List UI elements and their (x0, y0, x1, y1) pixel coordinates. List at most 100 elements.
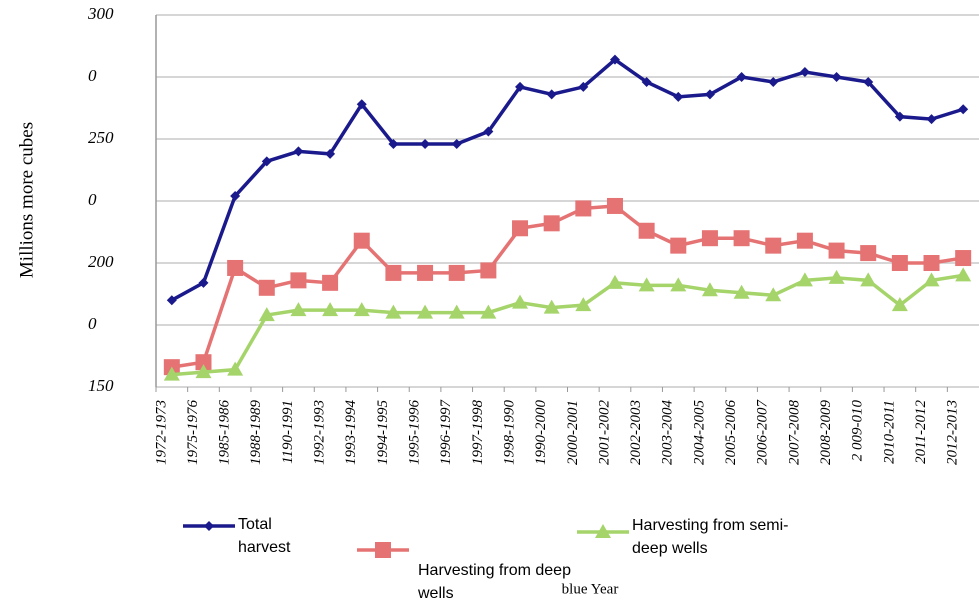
data-point (891, 297, 908, 312)
data-point (923, 272, 940, 287)
x-tick-label: 1998-1990 (501, 400, 517, 465)
x-tick-label: 1996-1997 (438, 399, 454, 465)
data-point (448, 304, 465, 319)
data-point (195, 354, 212, 371)
data-point (515, 81, 526, 92)
x-axis-title: blue Year (562, 581, 619, 597)
legend-marker (595, 524, 611, 538)
data-point (483, 126, 494, 137)
x-tick-label: 2008-2009 (818, 400, 834, 465)
data-point (704, 89, 715, 100)
data-point (417, 264, 434, 281)
data-point (831, 72, 842, 82)
data-point (641, 76, 652, 87)
series-line (171, 273, 964, 377)
data-point (701, 230, 718, 247)
data-point (955, 250, 972, 267)
data-point (227, 361, 244, 376)
data-point (420, 138, 431, 149)
data-point (451, 138, 462, 149)
x-tick-label: 1997-1998 (470, 400, 486, 465)
legend-label: Harvesting from semi-deep wells (632, 517, 789, 557)
x-tick-label: 1990-2000 (533, 400, 549, 465)
data-point (768, 76, 779, 87)
data-point (701, 282, 718, 297)
y-axis-title: Millions more cubes (16, 122, 37, 278)
x-tick-label: 1985-1986 (217, 400, 233, 465)
x-tick-label: 2012-2013 (945, 400, 961, 465)
data-point (512, 220, 529, 237)
data-point (606, 197, 623, 214)
data-point (195, 364, 212, 379)
x-tick-label: 2004-2005 (691, 400, 707, 465)
y-tick-label: 0 (88, 190, 97, 209)
data-point (480, 304, 497, 319)
data-point (290, 302, 307, 317)
data-point (926, 114, 937, 125)
x-tick-label: 1995-1996 (406, 400, 422, 465)
data-point (163, 366, 180, 381)
data-point (353, 232, 370, 249)
legend-label: Harvesting from deep wells (418, 562, 571, 602)
x-tick-label: 1992-1993 (312, 400, 328, 465)
x-tick-label: 2007-2008 (786, 400, 802, 465)
data-point (860, 245, 877, 262)
x-tick-label: 1994-1995 (375, 400, 391, 465)
x-tick-label: 2000-2001 (565, 400, 581, 465)
data-point (448, 264, 465, 281)
data-point (293, 146, 304, 157)
data-point (227, 259, 244, 276)
data-point (230, 191, 241, 202)
data-point (385, 264, 402, 281)
data-point (736, 72, 747, 82)
data-point (828, 242, 845, 259)
data-point (543, 215, 560, 232)
data-point (796, 232, 813, 249)
data-point (923, 255, 940, 271)
data-point (575, 200, 592, 217)
data-point (261, 156, 272, 167)
x-tick-label: 1975-1976 (185, 400, 201, 465)
legend-label: Total harvest (238, 516, 291, 556)
data-point (356, 99, 367, 110)
data-point (958, 104, 969, 115)
data-point (606, 274, 623, 289)
data-point (765, 287, 782, 302)
data-point (733, 230, 750, 247)
data-point (860, 272, 877, 287)
data-point (258, 279, 275, 296)
data-point (543, 299, 560, 314)
data-point (673, 91, 684, 102)
x-tick-label: 1988-1989 (248, 400, 264, 465)
data-point (322, 302, 339, 317)
x-tick-label: 1190-1991 (280, 400, 296, 464)
data-point (828, 269, 845, 284)
y-tick-label: 150 (88, 376, 114, 395)
data-point (325, 148, 336, 159)
data-point (670, 277, 687, 292)
y-tick-label: 0 (88, 314, 97, 333)
data-point (638, 222, 655, 239)
data-point (290, 272, 307, 289)
data-point (353, 302, 370, 317)
series-line (170, 57, 964, 302)
legend-marker (204, 521, 214, 531)
y-tick-label: 0 (88, 66, 97, 85)
data-point (198, 277, 209, 288)
x-tick-label: 2011-2012 (913, 400, 929, 464)
legend-marker (375, 542, 391, 558)
x-tick-label: 2002-2003 (628, 400, 644, 465)
x-tick-label: 1993-1994 (343, 400, 359, 465)
data-point (480, 262, 497, 279)
x-tick-label: 2003-2004 (660, 400, 676, 465)
data-point (258, 307, 275, 322)
data-point (546, 89, 557, 100)
x-tick-label: 2006-2007 (755, 399, 771, 465)
data-point (417, 304, 434, 319)
x-tick-label: 2010-2011 (881, 400, 897, 464)
data-point (322, 274, 339, 291)
data-point (796, 272, 813, 287)
y-tick-label: 300 (87, 4, 114, 23)
data-point (955, 267, 972, 282)
